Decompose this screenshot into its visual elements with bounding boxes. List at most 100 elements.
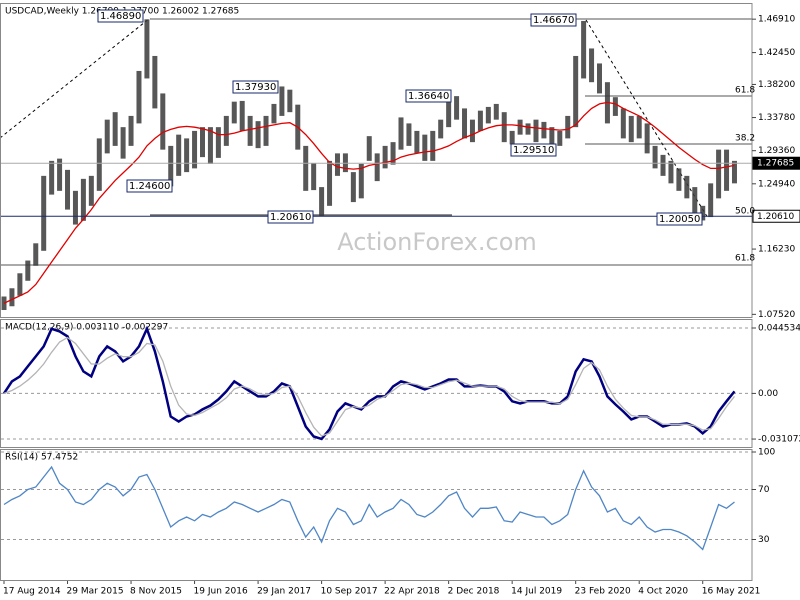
price-bar: [160, 93, 166, 150]
series-line: [3, 465, 735, 551]
level-label: 1.20610: [757, 212, 794, 222]
annotation: 1.46890: [100, 11, 141, 22]
annotation-box: [97, 9, 144, 23]
price-bar: [708, 183, 714, 218]
y-tick-label: 1.46910: [758, 15, 795, 25]
price-bar: [724, 149, 730, 191]
price-bar: [176, 134, 182, 176]
price-bar: [96, 138, 102, 191]
price-bar: [366, 136, 372, 161]
trend-line: [0, 17, 151, 139]
annotation-box: [126, 179, 173, 193]
annotation-box: [656, 212, 703, 226]
price-bar: [215, 127, 221, 158]
annotation: 1.29510: [513, 145, 554, 156]
price-bar: [581, 20, 587, 79]
price-bar: [120, 127, 126, 159]
price-bar: [334, 153, 340, 176]
y-tick-label: -0.031072: [758, 435, 800, 445]
x-tick-label: 19 Jun 2016: [194, 587, 248, 597]
series-line: [3, 101, 735, 304]
price-bar: [716, 149, 722, 199]
x-tick-label: 4 Oct 2020: [638, 587, 688, 597]
price-bar: [620, 108, 626, 139]
price-bar: [136, 70, 142, 124]
price-bar: [533, 119, 539, 143]
price-bar: [652, 145, 658, 169]
price-bar: [660, 154, 666, 176]
price-bar: [192, 130, 198, 169]
price-bar: [589, 48, 595, 83]
price-bar: [390, 142, 396, 165]
y-tick-label: 1.42450: [758, 48, 795, 58]
price-bar: [469, 119, 475, 143]
panel-border: [0, 3, 753, 318]
price-bar: [517, 119, 523, 135]
annotation-box: [232, 80, 279, 94]
price-bar: [446, 100, 452, 128]
price-bar: [152, 55, 158, 109]
price-bar: [57, 158, 63, 191]
price-bar: [200, 127, 205, 158]
price-bar: [525, 123, 531, 135]
plot-layer: USDCAD,Weekly 1.26799 1.27700 1.26002 1.…: [0, 3, 800, 597]
price-bar: [80, 178, 86, 221]
price-bar: [573, 55, 579, 128]
price-bar: [25, 260, 31, 281]
annotation-box: [405, 89, 452, 103]
price-bar: [549, 127, 555, 150]
y-tick-label: 0.00: [758, 389, 778, 399]
price-bar: [231, 101, 237, 124]
series-line: [2, 325, 736, 441]
watermark: ActionForex.com: [337, 228, 537, 256]
annotation-box: [510, 143, 557, 157]
annotation: 1.20610: [270, 212, 311, 223]
price-bar: [406, 123, 412, 146]
price-bar: [104, 119, 110, 154]
price-bar: [422, 134, 428, 161]
price-bar: [65, 169, 71, 210]
price-bar: [41, 175, 47, 251]
panel-border: [0, 449, 753, 581]
price-bar: [454, 96, 460, 120]
y-tick-label: 0.044534: [758, 324, 800, 334]
price-bar: [311, 163, 317, 191]
x-tick-label: 8 Nov 2015: [130, 587, 182, 597]
x-tick-label: 29 Mar 2015: [67, 587, 124, 597]
x-tick-label: 2 Dec 2018: [448, 587, 500, 597]
price-bar: [207, 127, 213, 164]
price-bar: [88, 175, 94, 206]
price-bar: [430, 130, 436, 161]
price-bar: [485, 106, 491, 124]
fib-label: 61.8: [735, 254, 755, 264]
price-bar: [644, 123, 650, 154]
price-bar: [462, 108, 468, 139]
x-tick-label: 14 Jul 2019: [511, 587, 562, 597]
price-bar: [509, 130, 515, 145]
price-bar: [287, 89, 293, 113]
annotation: 1.37930: [235, 82, 276, 93]
price-bar: [303, 145, 309, 191]
price-bar: [239, 100, 245, 131]
price-bar: [72, 190, 78, 225]
y-tick-label: 1.24940: [758, 179, 795, 189]
panel-title: RSI(14) 57.4752: [5, 453, 78, 463]
price-bar: [33, 243, 39, 266]
price-bar: [184, 138, 190, 173]
price-bar: [144, 19, 150, 79]
annotation-box: [267, 210, 314, 224]
panel-title: MACD(12,26,9) 0.003110 -0.002297: [5, 323, 168, 333]
price-bar: [168, 145, 174, 187]
price-bar: [628, 115, 634, 143]
price-bar: [279, 86, 285, 116]
price-bar: [128, 115, 134, 146]
price-bar: [17, 273, 23, 296]
annotation: 1.36640: [408, 91, 449, 102]
price-bar: [541, 121, 547, 139]
y-tick-label: 100: [758, 448, 775, 458]
price-bar: [112, 112, 118, 146]
level-label: 1.27685: [757, 159, 794, 169]
price-bar: [501, 112, 507, 143]
y-tick-label: 70: [758, 485, 770, 495]
